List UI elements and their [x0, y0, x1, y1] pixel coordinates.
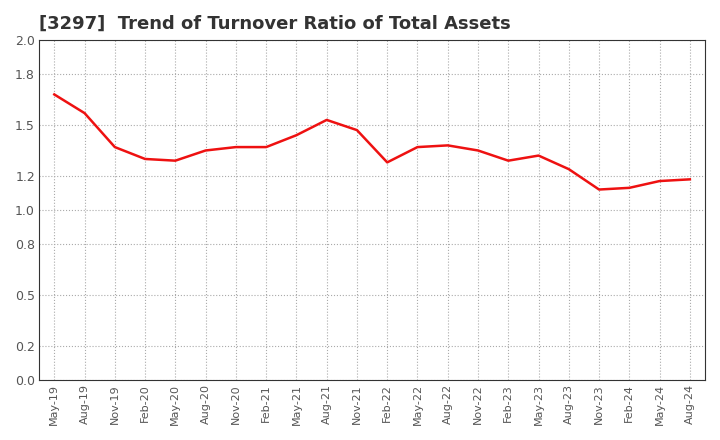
Text: [3297]  Trend of Turnover Ratio of Total Assets: [3297] Trend of Turnover Ratio of Total … — [39, 15, 511, 33]
